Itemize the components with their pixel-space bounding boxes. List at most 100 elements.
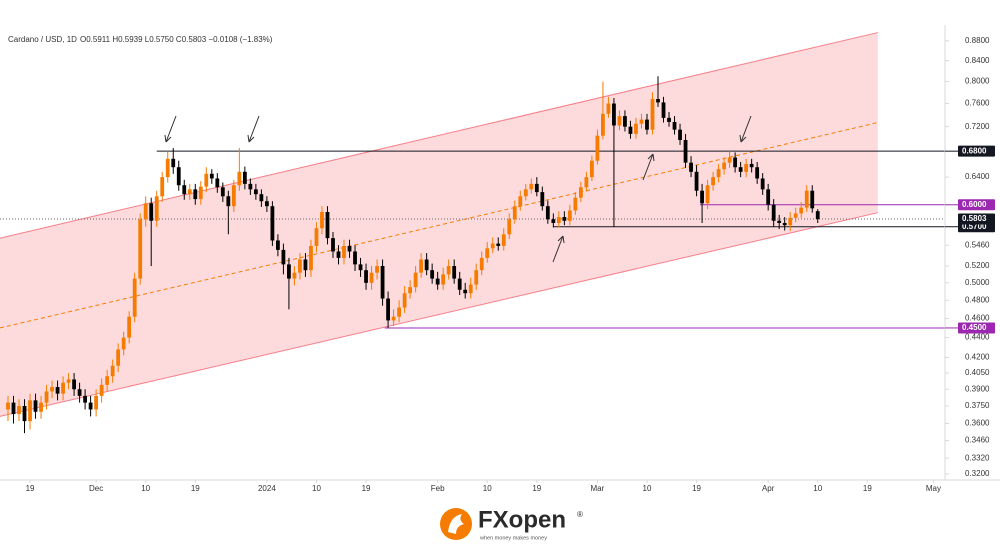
x-tick-label: 19 — [362, 484, 371, 493]
candle-body — [744, 163, 749, 172]
x-tick-label: 10 — [141, 484, 150, 493]
candle-body — [220, 187, 225, 197]
brand: FXopen — [478, 506, 566, 533]
candle-body — [529, 183, 534, 190]
x-tick-label: 19 — [532, 484, 541, 493]
candle-body — [28, 400, 32, 422]
candle-body — [325, 211, 330, 239]
tagline: when money makes money — [479, 535, 547, 541]
candle-body — [700, 190, 704, 204]
candle-body — [501, 234, 506, 246]
candle-body — [303, 259, 308, 271]
y-tick-label: 0.8800 — [965, 36, 990, 45]
y-tick-label: 0.6400 — [965, 172, 990, 181]
candle-body — [331, 238, 335, 252]
candle-body — [72, 379, 76, 390]
y-tick-label: 0.3460 — [965, 436, 990, 445]
candle-body — [138, 219, 143, 279]
y-tick-label: 0.7600 — [965, 99, 990, 108]
candle-body — [650, 99, 655, 130]
y-tick-label: 0.3200 — [965, 469, 990, 478]
arrow — [642, 153, 655, 181]
y-tick-label: 0.8000 — [965, 77, 990, 86]
candle-body — [540, 192, 545, 207]
level-label-box — [958, 322, 995, 334]
y-tick-label: 0.3900 — [965, 384, 990, 393]
candle-body — [215, 178, 220, 188]
candle-body — [320, 211, 324, 229]
candle-body — [105, 376, 110, 385]
candle-body — [39, 402, 43, 412]
candle-body — [253, 189, 258, 195]
level-label: 0.6000 — [962, 200, 987, 209]
x-tick-label: 10 — [483, 484, 492, 493]
arrows — [164, 115, 752, 263]
candle-body — [551, 219, 556, 223]
candle-body — [749, 163, 754, 168]
candle-body — [601, 113, 605, 136]
candle-body — [788, 217, 793, 226]
candle-body — [694, 171, 699, 191]
candle-body — [595, 135, 600, 161]
candle-body — [160, 177, 165, 197]
plot — [0, 32, 945, 434]
candle-body — [727, 157, 732, 163]
candle-body — [435, 278, 440, 285]
candle-body — [810, 190, 815, 209]
x-tick-label: Apr — [762, 484, 775, 493]
candle-body — [755, 167, 760, 179]
candle-body — [44, 391, 49, 403]
candle-body — [193, 189, 198, 200]
candle-body — [793, 213, 798, 218]
candle-body — [182, 185, 187, 195]
candle-body — [287, 264, 291, 279]
candle-body — [496, 243, 501, 246]
candle-body — [556, 217, 561, 223]
brand-mark: ® — [577, 510, 583, 519]
candle-body — [121, 337, 126, 350]
candle-body — [738, 167, 743, 172]
x-tick-label: 2024 — [258, 484, 276, 493]
candle-body — [248, 183, 253, 190]
y-tick-label: 0.5200 — [965, 261, 990, 270]
candle-body — [358, 264, 363, 271]
candle-body — [386, 298, 390, 321]
candle-body — [61, 382, 65, 394]
candle-body — [722, 162, 727, 170]
level-label-box — [958, 199, 995, 211]
level-label: 0.5700 — [962, 222, 987, 231]
x-tick-label: 19 — [863, 484, 872, 493]
candle-body — [623, 116, 627, 127]
candle-body — [656, 99, 660, 103]
candle-body — [463, 289, 468, 294]
candle-body — [22, 406, 27, 422]
channel-line — [0, 212, 878, 417]
current-label-box — [958, 213, 995, 225]
arrow — [552, 235, 565, 263]
channel-midline — [0, 122, 878, 329]
symbol: Cardano / USD, 1D — [8, 35, 77, 44]
level-label: 0.6800 — [962, 146, 987, 155]
candle-body — [369, 272, 374, 283]
candle-body — [154, 196, 159, 221]
candle-body — [270, 206, 275, 241]
candle-body — [298, 259, 302, 273]
candle-body — [716, 169, 721, 178]
candle-body — [33, 400, 38, 412]
candle-body — [562, 217, 567, 221]
candle-body — [661, 102, 666, 118]
candle-body — [430, 270, 435, 279]
candle-body — [777, 220, 782, 223]
arrow — [247, 115, 260, 143]
level-label-box — [958, 145, 995, 157]
candle-body — [612, 103, 616, 126]
candle-body — [512, 206, 517, 220]
candle-body — [347, 245, 352, 252]
candle-body — [77, 389, 82, 396]
candle-body — [149, 203, 154, 221]
candle-body — [639, 119, 644, 124]
candle-body — [424, 259, 429, 271]
candle-body — [231, 185, 236, 207]
candle-body — [309, 245, 313, 271]
